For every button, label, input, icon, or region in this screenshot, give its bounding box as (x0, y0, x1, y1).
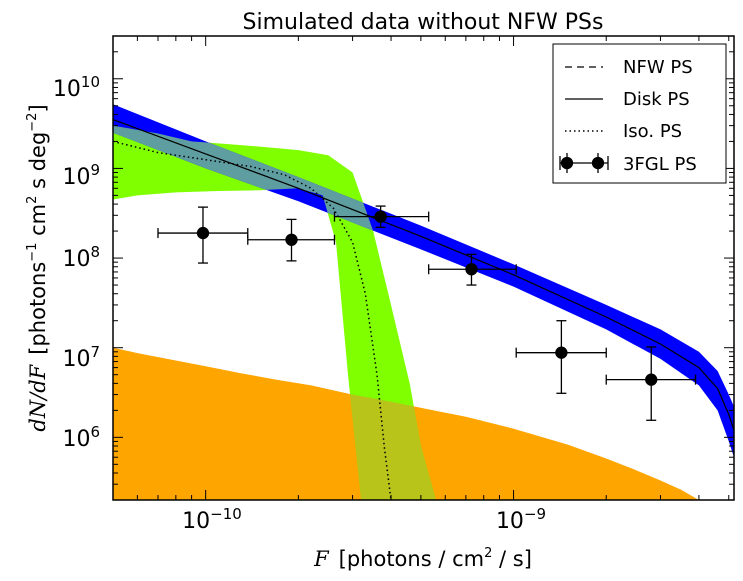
y-tick-label-9: 109 (62, 161, 100, 190)
fgl-point-4 (428, 253, 517, 286)
y-tick-label-6: 106 (62, 423, 100, 452)
iso-ps-line (113, 140, 392, 500)
x-tick-label-1: 10−10 (182, 505, 242, 534)
x-axis-label: F [photons / cm2 / s] (313, 546, 532, 571)
plot-frame (112, 35, 735, 501)
legend-disk-label: Disk PS (623, 89, 690, 110)
fgl-point-5 (515, 320, 607, 394)
fgl-point-6 (605, 346, 697, 421)
fgl-point-1 (157, 206, 249, 264)
legend-3fgl-label: 3FGL PS (623, 154, 697, 175)
legend-iso-label: Iso. PS (623, 121, 682, 142)
axis-ticks (113, 35, 734, 501)
fgl-point-2 (247, 218, 336, 262)
chart-title: Simulated data without NFW PSs (243, 10, 604, 35)
y-tick-label-8: 108 (62, 243, 100, 272)
y-tick-label-7: 107 (62, 343, 100, 372)
y-tick-label-10: 1010 (53, 73, 100, 102)
fgl-errorbars (157, 205, 697, 421)
x-tick-label-2: 10−9 (496, 505, 546, 534)
legend-nfw-label: NFW PS (623, 57, 693, 78)
fgl-point-3 (333, 205, 430, 229)
legend: NFW PS Disk PS Iso. PS 3FGL PS (552, 43, 727, 184)
y-axis-label: dN/dF[photons−1 cm2 s deg−2] (25, 104, 50, 431)
disk-iso-overlap (113, 125, 436, 458)
disk-ps-line (113, 119, 734, 431)
legend-3fgl-swatch (559, 153, 609, 173)
